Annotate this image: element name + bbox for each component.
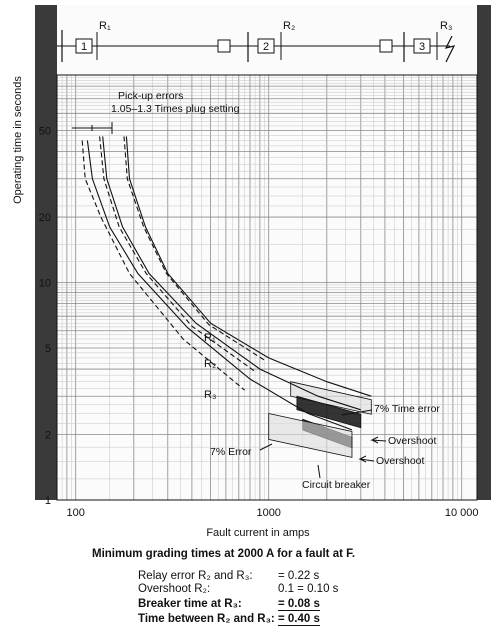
plot-paper (57, 5, 477, 500)
circuit-breaker-leader (317, 464, 321, 479)
relay-r2-label: R₂ (283, 20, 295, 32)
curves (81, 136, 372, 431)
summary-row-breaker-time: Breaker time at R₃: = 0.08 s (138, 598, 320, 611)
curve-r1-label: R₁ (204, 332, 216, 344)
curve-r1 (125, 136, 372, 397)
x-axis-label: Fault current in amps (206, 527, 310, 539)
left-margin-shade (35, 5, 57, 500)
time-error-label: 7% Time error (374, 403, 440, 415)
time-error-leader (341, 409, 373, 416)
overshoot-label-1: Overshoot (388, 435, 437, 447)
overshoot-arrow-2-icon (358, 455, 375, 463)
band-2 (296, 395, 362, 429)
curve-r3-band (81, 140, 245, 391)
curve-r2-label: R₂ (204, 358, 216, 370)
summary-row-time-between: Time between R₂ and R₃: = 0.40 s (138, 613, 320, 626)
fault-arrow-icon (444, 35, 456, 63)
y-tick-label: 2 (45, 430, 51, 442)
summary-row-relay-error: Relay error R₂ and R₃: = 0.22 s (138, 570, 319, 582)
relay-r1-label: R₁ (99, 20, 111, 32)
x-tick-label: 1000 (256, 507, 280, 519)
breaker-box-2 (379, 39, 393, 53)
summary-title: Minimum grading times at 2000 A for a fa… (92, 548, 356, 560)
y-tick-label: 50 (39, 126, 51, 138)
summary-row-overshoot: Overshoot R₂: 0.1 = 0.10 s (138, 583, 338, 595)
breaker-box-1 (217, 39, 231, 53)
y-tick-label: 20 (39, 212, 51, 224)
relay-box-3 (413, 38, 431, 54)
pickup-label-1: Pick-up errors (118, 90, 183, 102)
x-tick-label: 10 000 (445, 507, 479, 519)
band-1 (290, 381, 372, 415)
summary-row-label: Breaker time at R₃: (138, 598, 242, 610)
overshoot-arrow-1-icon (370, 436, 387, 444)
relay-box-2-label: 2 (263, 41, 269, 53)
error-bands (268, 381, 372, 458)
summary-row-value: = 0.40 s (278, 613, 320, 626)
error-7-label: 7% Error (210, 446, 252, 458)
curve-r3 (86, 140, 353, 431)
relay-box-1 (75, 38, 93, 54)
plot-frame (56, 74, 478, 501)
band-4 (268, 412, 353, 458)
axis-ticks: 100 1000 10 000 1 2 5 10 20 50 (39, 126, 479, 519)
relay-r3-label: R₃ (440, 20, 452, 32)
summary-row-label: Relay error R₂ and R₃: (138, 570, 253, 582)
y-tick-label: 10 (39, 278, 51, 290)
summary-row-value: = 0.22 s (278, 570, 320, 582)
curve-r2-band (99, 136, 256, 372)
y-tick-label: 5 (45, 343, 51, 355)
summary-row-label: Overshoot R₂: (138, 583, 211, 595)
curve-r2 (102, 136, 361, 411)
summary-row-value: = 0.08 s (278, 598, 320, 611)
x-tick-label: 100 (67, 507, 85, 519)
circuit-breaker-label: Circuit breaker (302, 479, 371, 491)
relay-box-3-label: 3 (419, 41, 425, 53)
y-tick-label: 1 (45, 495, 51, 507)
curve-r1-band (123, 136, 265, 361)
relay-box-1-label: 1 (81, 41, 87, 53)
y-axis-label: Operating time in seconds (12, 76, 24, 204)
grading-chart: 1 R₁ 2 R₂ 3 R₃ Pick-up errors 1.05–1.3 T… (12, 5, 491, 539)
summary-row-value: 0.1 = 0.10 s (278, 583, 339, 595)
summary-row-label: Time between R₂ and R₃: (138, 613, 275, 625)
overshoot-label-2: Overshoot (376, 455, 425, 467)
relay-box-2 (257, 38, 275, 54)
curve-r3-label: R₃ (204, 389, 216, 401)
pickup-annotation: Pick-up errors 1.05–1.3 Times plug setti… (72, 90, 240, 134)
pickup-label-2: 1.05–1.3 Times plug setting (111, 103, 240, 115)
right-margin-shade (477, 5, 491, 500)
error-7-leader (259, 443, 273, 451)
single-line-diagram: 1 R₁ 2 R₂ 3 R₃ (57, 20, 456, 63)
